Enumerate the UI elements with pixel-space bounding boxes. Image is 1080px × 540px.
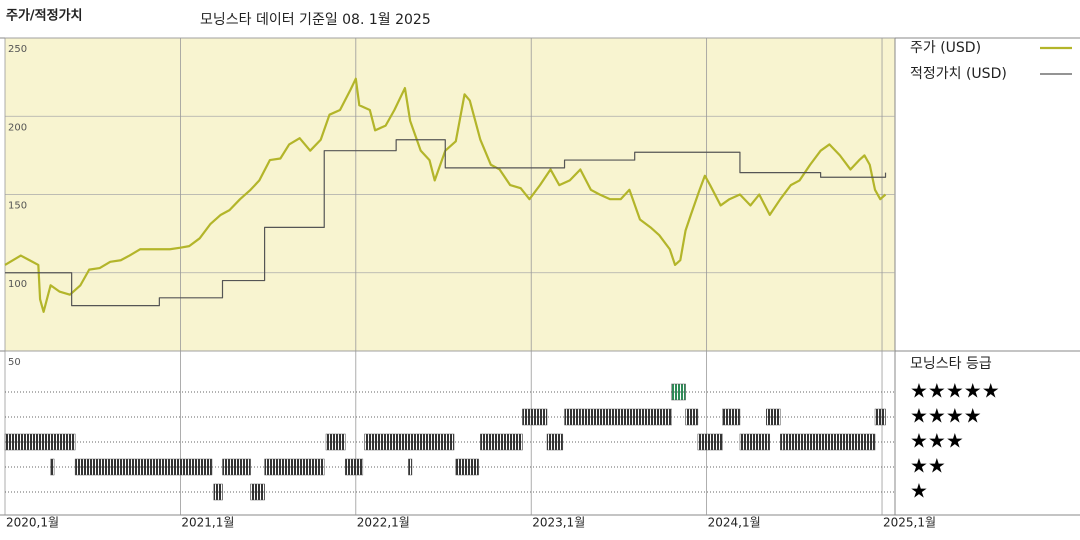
- rating-title: 모닝스타 등급: [910, 356, 992, 372]
- rating-bar: [213, 483, 223, 501]
- rating-label: ★★★★: [910, 404, 982, 428]
- rating-label: ★★★: [910, 429, 964, 453]
- y-tick-label: 100: [8, 279, 27, 290]
- rating-bar: [780, 433, 785, 451]
- rating-label: ★: [910, 479, 928, 503]
- rating-bar: [546, 433, 564, 451]
- rating-bar: [722, 408, 741, 426]
- rating-bar: [480, 433, 523, 451]
- rating-bar: [783, 433, 876, 451]
- y-tick-label: 150: [8, 201, 27, 212]
- rating-bar: [345, 458, 364, 476]
- rating-bar: [408, 458, 413, 476]
- rating-bar: [455, 458, 479, 476]
- rating-bar: [4, 433, 76, 451]
- x-tick-label: 2020,1월: [6, 516, 59, 530]
- rating-bar: [739, 433, 771, 451]
- rating-bar: [874, 408, 886, 426]
- x-tick-label: 2024,1월: [708, 516, 761, 530]
- rating-bar: [697, 433, 723, 451]
- y-tick-label: 50: [8, 357, 21, 368]
- rating-bar: [580, 408, 672, 426]
- rating-bar: [766, 408, 781, 426]
- rating-bar: [364, 433, 455, 451]
- x-tick-label: 2025,1월: [883, 516, 936, 530]
- series-line: [4, 77, 887, 313]
- y-tick-label: 250: [8, 44, 27, 55]
- rating-bar: [325, 433, 346, 451]
- rating-bar: [685, 408, 699, 426]
- rating-bar: [250, 483, 265, 501]
- rating-bar: [74, 458, 213, 476]
- rating-bar: [522, 408, 548, 426]
- chart-subtitle: 모닝스타 데이터 기준일 08. 1월 2025: [200, 12, 431, 28]
- rating-bar: [564, 408, 581, 426]
- rating-bar: [264, 458, 325, 476]
- y-tick-label: 200: [8, 122, 27, 133]
- rating-label: ★★★★★: [910, 379, 1000, 403]
- x-tick-label: 2022,1월: [357, 516, 410, 530]
- rating-bar: [671, 383, 686, 401]
- legend-label: 주가 (USD): [910, 40, 981, 56]
- chart-title: 주가/적정가치: [6, 8, 83, 24]
- x-tick-label: 2023,1월: [532, 516, 585, 530]
- x-tick-label: 2021,1월: [181, 516, 234, 530]
- rating-bar: [222, 458, 251, 476]
- series-line: [5, 139, 887, 307]
- rating-bar: [50, 458, 55, 476]
- rating-label: ★★: [910, 454, 946, 478]
- legend-label: 적정가치 (USD): [910, 66, 1007, 82]
